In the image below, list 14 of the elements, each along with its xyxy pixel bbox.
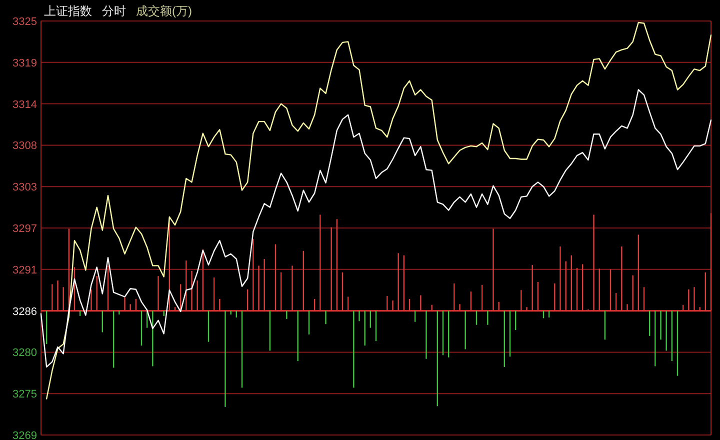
y-tick-label: 3275: [12, 388, 37, 401]
text: 成交额(万): [136, 4, 192, 18]
chart-title: 上证指数: [44, 4, 92, 18]
y-tick-label: 3269: [12, 430, 37, 440]
y-tick-label: 3314: [12, 98, 37, 111]
y-tick-label: 3291: [12, 264, 37, 276]
y-tick-label: 3325: [12, 16, 37, 28]
chart-subtitle: 分时: [102, 4, 126, 18]
y-tick-label: 3319: [12, 57, 37, 70]
y-tick-label: 3303: [12, 182, 37, 194]
y-tick-label: 3280: [12, 347, 37, 360]
y-tick-label: 3286: [12, 306, 37, 318]
y-tick-label: 3308: [12, 140, 37, 152]
y-tick-label: 3297: [12, 223, 37, 235]
